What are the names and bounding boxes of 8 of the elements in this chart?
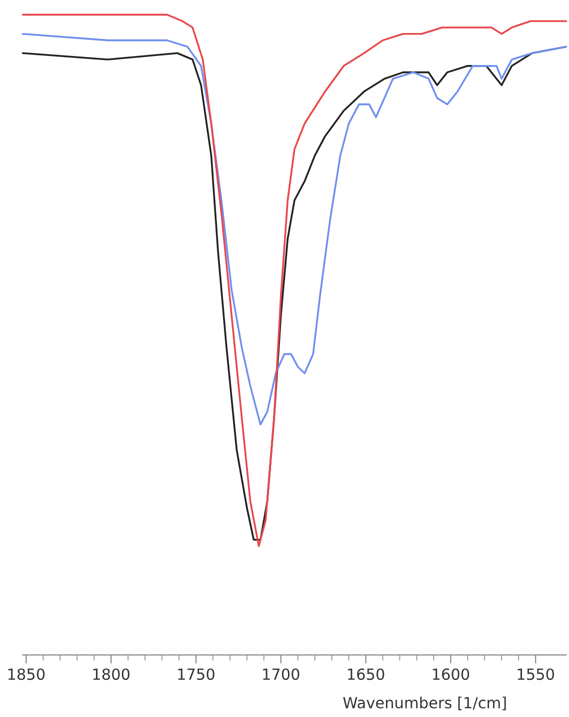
x-tick-label: 1750 [178,668,214,680]
x-tick-label: 1650 [348,668,384,680]
x-tick-label: 1850 [8,668,45,680]
x-tick-label: 1800 [93,668,130,680]
x-tick-label: 1600 [432,668,470,680]
x-tick-label: 1550 [518,668,554,680]
x-axis-title: Wavenumbers [1/cm] [343,696,506,710]
x-tick-label: 1700 [263,668,300,680]
